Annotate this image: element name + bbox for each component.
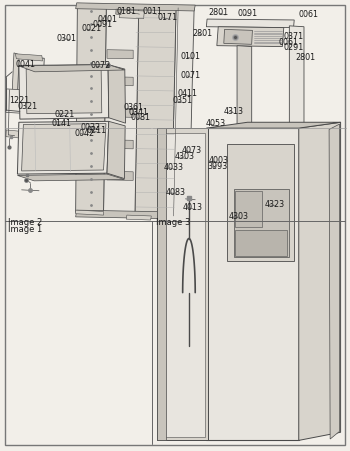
Text: 0361: 0361 xyxy=(124,103,144,112)
Text: Image 2: Image 2 xyxy=(8,218,42,227)
Polygon shape xyxy=(135,6,176,217)
Text: 0171: 0171 xyxy=(158,13,178,22)
Text: 0072: 0072 xyxy=(91,61,111,70)
Text: 0061: 0061 xyxy=(299,9,319,18)
Polygon shape xyxy=(107,172,133,181)
Polygon shape xyxy=(217,28,284,47)
Polygon shape xyxy=(235,192,262,228)
Text: 4313: 4313 xyxy=(224,106,244,115)
Polygon shape xyxy=(157,129,166,441)
Polygon shape xyxy=(104,5,139,216)
Text: 2801: 2801 xyxy=(295,53,315,62)
Text: 2801: 2801 xyxy=(209,8,229,17)
Text: 4073: 4073 xyxy=(181,146,201,154)
Text: 0411: 0411 xyxy=(178,89,198,98)
Polygon shape xyxy=(126,216,151,221)
Text: 4003: 4003 xyxy=(209,156,229,165)
Text: 0181: 0181 xyxy=(117,8,136,16)
Text: Image 1: Image 1 xyxy=(8,225,42,234)
Polygon shape xyxy=(119,11,144,19)
Polygon shape xyxy=(19,65,109,120)
Polygon shape xyxy=(26,69,102,115)
Text: 4053: 4053 xyxy=(206,119,226,128)
Polygon shape xyxy=(237,46,252,214)
Text: 4083: 4083 xyxy=(166,188,186,197)
Polygon shape xyxy=(18,122,109,175)
Text: 0321: 0321 xyxy=(18,101,37,110)
Polygon shape xyxy=(76,211,195,220)
Text: 0021: 0021 xyxy=(82,24,102,33)
Polygon shape xyxy=(206,129,299,441)
Text: 2801: 2801 xyxy=(193,28,212,37)
Text: 4323: 4323 xyxy=(265,199,285,208)
Text: 0071: 0071 xyxy=(181,71,201,80)
Polygon shape xyxy=(116,10,121,15)
Polygon shape xyxy=(107,109,133,118)
Polygon shape xyxy=(107,78,133,87)
Polygon shape xyxy=(15,55,43,62)
Text: 3993: 3993 xyxy=(207,161,227,170)
Polygon shape xyxy=(6,90,22,114)
Text: 0081: 0081 xyxy=(131,113,150,122)
Polygon shape xyxy=(220,157,238,199)
Text: 1221: 1221 xyxy=(9,96,30,105)
Polygon shape xyxy=(107,122,125,179)
Polygon shape xyxy=(107,141,133,150)
Polygon shape xyxy=(235,230,287,256)
Text: 0011: 0011 xyxy=(143,8,163,16)
Polygon shape xyxy=(224,30,252,45)
Text: 0401: 0401 xyxy=(98,15,118,24)
Text: 0351: 0351 xyxy=(173,96,193,105)
Polygon shape xyxy=(289,27,304,214)
Polygon shape xyxy=(108,65,126,124)
Polygon shape xyxy=(107,51,133,60)
Text: 0101: 0101 xyxy=(181,52,201,61)
Text: 0091: 0091 xyxy=(92,20,112,29)
Text: 0341: 0341 xyxy=(129,108,149,117)
Text: 4013: 4013 xyxy=(183,202,203,211)
Polygon shape xyxy=(227,145,294,262)
Polygon shape xyxy=(22,124,106,171)
Polygon shape xyxy=(16,57,44,98)
Text: 0091: 0091 xyxy=(238,9,258,18)
Text: 0291: 0291 xyxy=(284,43,304,52)
Polygon shape xyxy=(18,175,125,181)
Polygon shape xyxy=(19,65,125,73)
Polygon shape xyxy=(157,129,208,441)
Polygon shape xyxy=(329,125,340,439)
Polygon shape xyxy=(172,7,194,217)
Text: 0141: 0141 xyxy=(52,119,72,128)
Text: 0301: 0301 xyxy=(56,34,76,43)
Text: 0061: 0061 xyxy=(279,37,299,46)
Text: 4303: 4303 xyxy=(229,211,249,220)
Polygon shape xyxy=(162,133,205,437)
Text: 0371: 0371 xyxy=(283,32,303,41)
Polygon shape xyxy=(206,20,294,28)
Polygon shape xyxy=(6,131,20,139)
Text: 0221: 0221 xyxy=(55,110,75,119)
Polygon shape xyxy=(206,123,341,129)
Polygon shape xyxy=(299,123,341,441)
Text: 0211: 0211 xyxy=(86,126,107,135)
Polygon shape xyxy=(252,170,270,199)
Text: Image 3: Image 3 xyxy=(156,218,190,227)
Polygon shape xyxy=(76,211,104,216)
Text: 0042: 0042 xyxy=(75,129,95,138)
Text: 4303: 4303 xyxy=(175,152,195,161)
Polygon shape xyxy=(76,4,195,12)
Polygon shape xyxy=(76,5,106,214)
Polygon shape xyxy=(233,189,289,258)
Text: 0041: 0041 xyxy=(15,60,35,69)
Text: 0032: 0032 xyxy=(80,123,100,132)
Text: 4033: 4033 xyxy=(164,162,184,171)
Polygon shape xyxy=(12,54,19,95)
